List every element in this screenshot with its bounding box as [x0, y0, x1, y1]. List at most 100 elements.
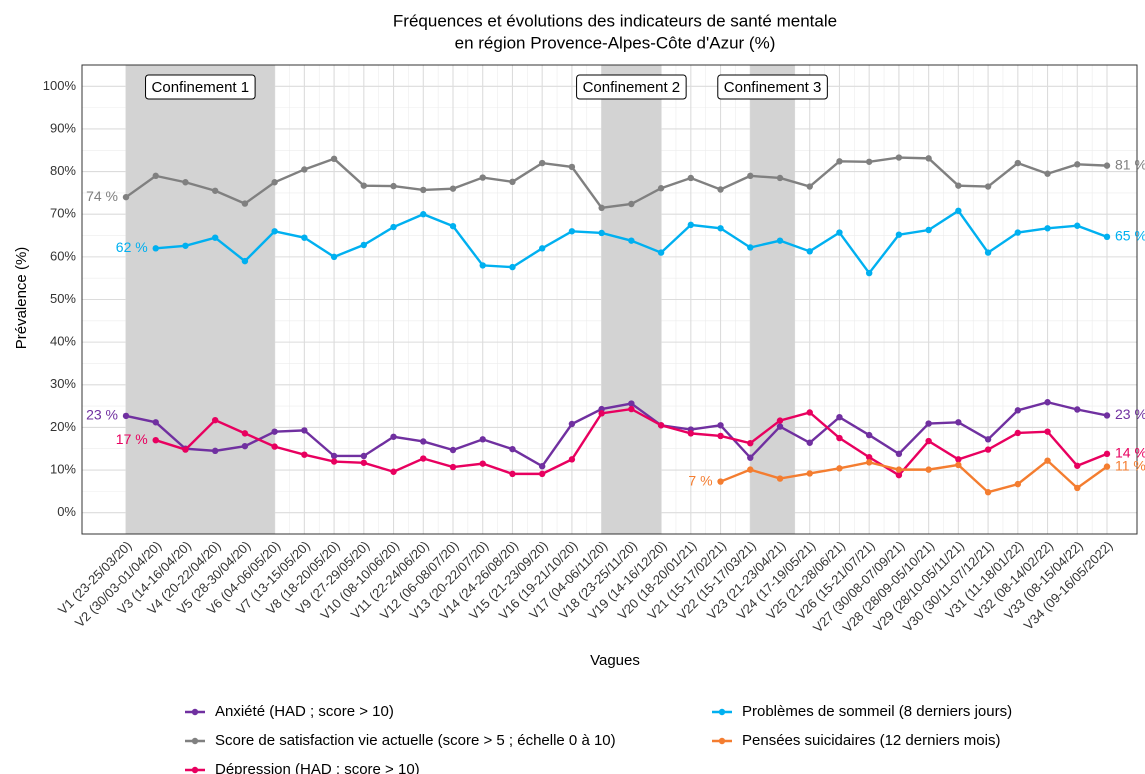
data-point	[776, 417, 784, 424]
legend-swatch	[191, 766, 199, 774]
data-point	[211, 447, 219, 455]
data-point	[955, 207, 962, 215]
data-point	[747, 466, 754, 473]
y-tick-label: 30%	[50, 376, 76, 391]
data-point	[747, 172, 754, 180]
data-point	[360, 241, 368, 249]
data-point	[568, 228, 576, 235]
y-tick-label: 20%	[50, 419, 76, 434]
value-label: 62 %	[116, 239, 148, 255]
y-tick-label: 80%	[50, 163, 76, 178]
legend-label: Score de satisfaction vie actuelle (scor…	[215, 732, 616, 749]
data-point	[241, 442, 249, 450]
value-label: 74 %	[86, 188, 118, 204]
lockdown-band	[601, 65, 662, 534]
data-point	[122, 412, 130, 420]
data-point	[955, 456, 962, 463]
data-point	[301, 234, 308, 241]
data-point	[984, 446, 992, 453]
data-point	[836, 158, 843, 165]
data-point	[420, 211, 427, 218]
data-point	[479, 174, 486, 181]
data-point	[1074, 462, 1081, 469]
data-point	[301, 166, 308, 173]
data-point	[271, 428, 278, 435]
data-point	[509, 470, 516, 478]
value-label: 23 %	[86, 407, 118, 423]
data-point	[628, 237, 635, 244]
data-point	[1044, 170, 1051, 177]
data-point	[895, 471, 903, 479]
data-point	[747, 439, 754, 447]
data-point	[628, 400, 635, 407]
data-point	[449, 222, 457, 230]
value-label: 11 %	[1115, 457, 1145, 473]
lockdown-band	[750, 65, 795, 534]
annotation-label: Confinement 3	[724, 79, 822, 96]
data-point	[598, 410, 605, 417]
data-point	[836, 229, 843, 236]
data-point	[776, 475, 784, 482]
data-point	[360, 182, 368, 189]
data-point	[1103, 233, 1111, 241]
data-point	[449, 463, 457, 471]
data-point	[895, 450, 903, 458]
data-point	[211, 187, 219, 194]
data-point	[122, 193, 130, 201]
y-tick-label: 70%	[50, 206, 76, 221]
data-point	[925, 420, 932, 427]
data-point	[657, 422, 665, 429]
data-point	[657, 249, 665, 256]
data-point	[211, 416, 219, 424]
y-tick-label: 60%	[50, 248, 76, 263]
data-point	[865, 269, 873, 277]
legend-label: Dépression (HAD ; score > 10)	[215, 761, 420, 774]
data-point	[420, 186, 427, 194]
data-point	[687, 430, 695, 437]
data-point	[925, 437, 932, 445]
data-point	[628, 200, 635, 208]
data-point	[301, 451, 308, 458]
data-point	[1074, 406, 1081, 413]
legend-swatch	[718, 708, 726, 716]
annotation-box	[576, 74, 687, 100]
data-point	[152, 437, 159, 444]
data-point	[1103, 412, 1111, 419]
legend-label: Pensées suicidaires (12 derniers mois)	[742, 732, 1000, 749]
y-tick-label: 10%	[50, 461, 76, 476]
data-point	[1044, 399, 1051, 406]
data-point	[806, 183, 813, 190]
legend-swatch	[191, 737, 199, 745]
y-tick-label: 100%	[43, 78, 77, 93]
lockdown-band	[126, 65, 275, 534]
data-point	[182, 242, 189, 249]
plot-border	[81, 64, 1138, 535]
data-point	[211, 234, 219, 241]
data-point	[241, 257, 249, 265]
x-axis-label: Vagues	[590, 652, 640, 669]
data-point	[1014, 229, 1022, 236]
value-label: 14 %	[1115, 445, 1145, 461]
data-point	[895, 154, 903, 161]
data-point	[895, 466, 903, 473]
data-point	[152, 419, 159, 426]
data-point	[182, 446, 189, 453]
data-point	[984, 436, 992, 443]
data-point	[182, 179, 189, 186]
data-point	[628, 405, 635, 413]
data-point	[390, 433, 397, 440]
data-point	[776, 423, 784, 430]
data-point	[271, 228, 278, 235]
data-point	[479, 262, 486, 269]
data-point	[449, 446, 457, 454]
chart-title: Fréquences et évolutions des indicateurs…	[393, 11, 837, 30]
data-point	[984, 249, 992, 256]
data-point	[984, 183, 992, 190]
data-point	[955, 461, 962, 469]
data-point	[1044, 428, 1051, 435]
data-point	[568, 456, 576, 463]
y-tick-label: 40%	[50, 334, 76, 349]
data-point	[330, 452, 338, 460]
data-point	[1014, 480, 1022, 488]
data-point	[509, 178, 516, 186]
